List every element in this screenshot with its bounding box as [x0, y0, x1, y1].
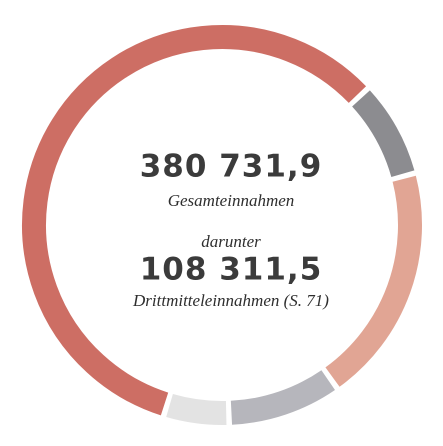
donut-segment: [325, 175, 422, 387]
donut-segment: [166, 393, 227, 425]
donut-segment: [351, 90, 415, 178]
donut-segment: [230, 370, 335, 425]
donut: [22, 25, 422, 425]
center-text: darunter: [201, 232, 261, 251]
center-text: Drittmitteleinnahmen (S. 71): [132, 291, 329, 310]
center-text: 380 731,9: [140, 149, 323, 185]
donut-segment: [22, 25, 367, 416]
center-text: 108 311,5: [140, 252, 323, 288]
center-text: Gesamteinnahmen: [168, 191, 295, 210]
